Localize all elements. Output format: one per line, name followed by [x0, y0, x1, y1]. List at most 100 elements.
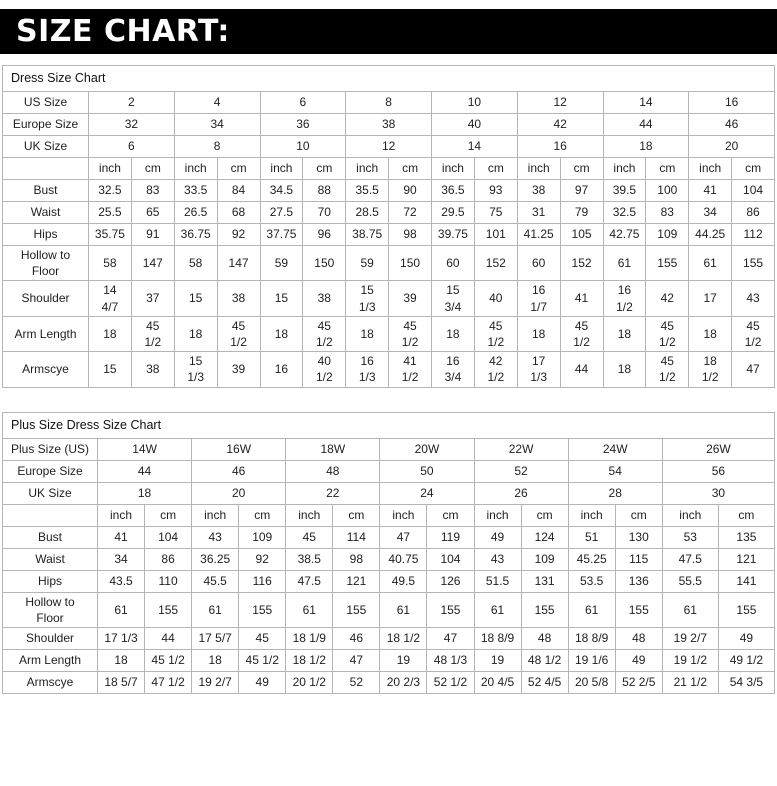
size-cell: 26 — [473, 481, 569, 505]
value-cell: 147 — [130, 244, 175, 282]
value-cell: 19 — [379, 648, 428, 672]
value-cell: 29.5 — [431, 201, 475, 224]
row-label: Bust — [2, 525, 98, 549]
size-cell: 8 — [345, 91, 432, 114]
value-cell: 39 — [388, 280, 432, 317]
row-label: Hollow to Floor — [2, 244, 89, 282]
value-cell: 17 — [688, 280, 733, 317]
size-cell: 16W — [191, 437, 287, 461]
value-cell: 61 — [96, 591, 146, 628]
value-cell: 15 — [259, 280, 304, 317]
size-cell: 12 — [345, 135, 432, 158]
value-cell: 49 — [238, 670, 287, 694]
value-cell: 38.75 — [345, 223, 390, 246]
measurement-row: Armscye 15 38 15 1/3 39 16 40 1/2 16 1/3 41 1/2 1… — [2, 351, 775, 388]
size-cell: 6 — [259, 91, 347, 114]
size-cell: 30 — [661, 481, 776, 505]
value-cell: 18 — [345, 315, 390, 353]
value-cell: 90 — [388, 179, 432, 202]
value-cell: 47 1/2 — [144, 670, 193, 694]
value-cell: 54 3/5 — [717, 670, 776, 694]
size-cell: 50 — [379, 459, 475, 483]
value-cell: 131 — [520, 569, 569, 593]
value-cell: 45 1/2 — [388, 315, 432, 353]
value-cell: 61 — [602, 244, 647, 282]
value-cell: 98 — [332, 547, 381, 571]
unit-cm-cell: cm — [645, 157, 690, 180]
measurement-row: Hips 35.75 91 36.75 92 37.75 96 38.75 98 39.75 101… — [2, 223, 775, 246]
value-cell: 36.25 — [191, 547, 240, 571]
measurement-row: Waist 25.5 65 26.5 68 27.5 70 28.5 72 29.5 75 31 79 3… — [2, 201, 775, 224]
size-cell: 14 — [431, 135, 518, 158]
value-cell: 48 — [520, 626, 569, 650]
value-cell: 19 2/7 — [191, 670, 240, 694]
value-cell: 60 — [431, 244, 475, 282]
value-cell: 104 — [144, 525, 193, 549]
page-title: SIZE CHART: — [16, 14, 230, 49]
value-cell: 88 — [302, 179, 347, 202]
size-cell: 40 — [431, 113, 518, 136]
row-label: Bust — [2, 179, 89, 202]
value-cell: 45 1/2 — [144, 648, 193, 672]
value-cell: 116 — [238, 569, 287, 593]
unit-cm-cell: cm — [238, 503, 287, 527]
value-cell: 42 — [645, 280, 690, 317]
value-cell: 20 2/3 — [379, 670, 428, 694]
unit-inch-cell: inch — [379, 503, 428, 527]
value-cell: 40 1/2 — [302, 351, 347, 388]
value-cell: 18 — [259, 315, 304, 353]
value-cell: 45 — [285, 525, 334, 549]
value-cell: 32.5 — [602, 201, 647, 224]
unit-inch-cell: inch — [688, 157, 733, 180]
row-label: Arm Length — [2, 315, 89, 353]
value-cell: 43 — [731, 280, 775, 317]
value-cell: 141 — [717, 569, 776, 593]
unit-inch-cell: inch — [88, 157, 132, 180]
value-cell: 114 — [332, 525, 381, 549]
value-cell: 17 1/3 — [516, 351, 561, 388]
value-cell: 35.5 — [345, 179, 390, 202]
size-cell: 20 — [688, 135, 775, 158]
value-cell: 36.75 — [173, 223, 218, 246]
size-cell: 10 — [259, 135, 347, 158]
value-cell: 93 — [473, 179, 518, 202]
value-cell: 51.5 — [473, 569, 522, 593]
value-cell: 15 1/3 — [345, 280, 390, 317]
value-cell: 52 2/5 — [614, 670, 663, 694]
value-cell: 40 — [473, 280, 518, 317]
value-cell: 39.5 — [602, 179, 647, 202]
row-label: Arm Length — [2, 648, 98, 672]
measurement-row: Arm Length 18 45 1/2 18 45 1/2 18 45 1/2 18 45 1… — [2, 315, 775, 353]
value-cell: 124 — [520, 525, 569, 549]
measurement-row: Hollow to Floor 61 155 61 155 61 155 61 155 61 155… — [2, 591, 776, 628]
value-cell: 17 5/7 — [191, 626, 240, 650]
size-cell: 46 — [688, 113, 775, 136]
value-cell: 109 — [645, 223, 690, 246]
size-cell: 44 — [96, 459, 193, 483]
value-cell: 18 — [602, 315, 647, 353]
value-cell: 44 — [559, 351, 604, 388]
value-cell: 31 — [516, 201, 561, 224]
value-cell: 44 — [144, 626, 193, 650]
value-cell: 105 — [559, 223, 604, 246]
value-cell: 18 1/9 — [285, 626, 334, 650]
unit-inch-cell: inch — [191, 503, 240, 527]
value-cell: 45 1/2 — [130, 315, 175, 353]
value-cell: 155 — [731, 244, 775, 282]
size-table-1: Plus Size Dress Size Chart Plus Size (US)… — [2, 411, 776, 694]
value-cell: 47.5 — [661, 547, 719, 571]
size-row: Europe Size 44 46 48 50 52 54 56 — [2, 459, 776, 483]
value-cell: 36.5 — [431, 179, 475, 202]
value-cell: 150 — [388, 244, 432, 282]
value-cell: 109 — [238, 525, 287, 549]
value-cell: 18 1/2 — [285, 648, 334, 672]
unit-inch-cell: inch — [173, 157, 218, 180]
unit-cm-cell: cm — [731, 157, 775, 180]
size-cell: 54 — [567, 459, 663, 483]
size-cell: 2 — [88, 91, 175, 114]
size-cell: 38 — [345, 113, 432, 136]
measurement-row: Arm Length 18 45 1/2 18 45 1/2 18 1/2 47 19 48 1… — [2, 648, 776, 672]
value-cell: 15 — [173, 280, 218, 317]
unit-cm-cell: cm — [473, 157, 518, 180]
value-cell: 41 1/2 — [388, 351, 432, 388]
